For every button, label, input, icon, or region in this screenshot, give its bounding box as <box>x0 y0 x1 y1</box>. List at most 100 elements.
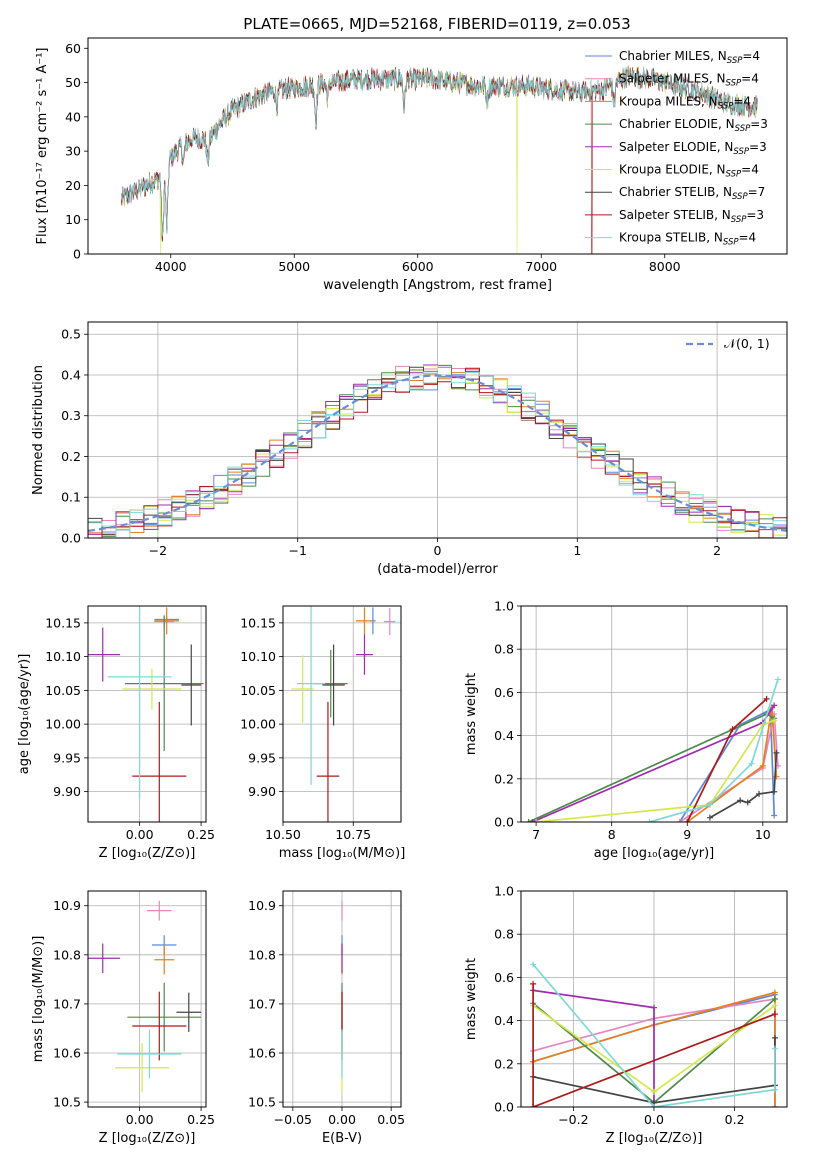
plot-area <box>525 676 781 822</box>
legend-label: Kroupa ELODIE, NSSP=4 <box>619 163 759 180</box>
y-tick-label: 0.2 <box>494 771 514 786</box>
weight-marker <box>651 1088 657 1095</box>
y-tick-label: 10.8 <box>248 947 276 962</box>
y-tick-label: 0.8 <box>494 927 514 942</box>
axes-frame <box>87 321 788 539</box>
y-tick-label: 0 <box>73 247 81 262</box>
figure-title: PLATE=0665, MJD=52168, FIBERID=0119, z=0… <box>243 15 630 33</box>
y-tick-label: 9.95 <box>53 750 81 765</box>
legend-label: Chabrier ELODIE, NSSP=3 <box>619 117 768 134</box>
weight-marker <box>771 1104 778 1107</box>
plot-area <box>88 606 204 822</box>
weight-line-7 <box>532 983 776 1107</box>
weight-marker <box>756 790 763 797</box>
weight-marker <box>706 814 713 821</box>
y-tick-label: 10.6 <box>53 1046 81 1061</box>
weight-line-8 <box>532 963 776 1107</box>
legend-label: Kroupa MILES, NSSP=4 <box>619 94 751 111</box>
x-tick-label: −0.2 <box>558 1112 588 1127</box>
y-tick-label: 0.0 <box>494 1100 514 1115</box>
x-axis-label: (data-model)/error <box>377 562 498 577</box>
x-tick-label: −1 <box>288 543 306 558</box>
axes-frame <box>87 37 788 255</box>
y-tick-label: 0.2 <box>61 449 81 464</box>
x-axis-label: E(B-V) <box>322 1131 362 1146</box>
weight-line-5 <box>536 719 775 822</box>
weight-marker <box>676 819 683 822</box>
weight-marker <box>651 1004 657 1011</box>
weight-marker <box>729 726 736 733</box>
x-tick-label: 10 <box>755 827 771 842</box>
x-tick-label: 0.2 <box>725 1112 745 1127</box>
y-tick-label: 10.5 <box>248 1095 276 1110</box>
y-tick-label: 0.5 <box>61 327 81 342</box>
y-tick-label: 10.00 <box>240 717 276 732</box>
y-tick-label: 10.6 <box>248 1046 276 1061</box>
y-tick-label: 0.4 <box>61 367 81 382</box>
x-tick-label: 7000 <box>525 259 557 274</box>
legend-label: Salpeter STELIB, NSSP=3 <box>619 208 764 225</box>
x-tick-label: 6000 <box>402 259 434 274</box>
plot-area <box>88 900 202 1093</box>
x-axis-label: Z [log₁₀(Z/Z⊙)] <box>99 846 196 861</box>
axes-frame <box>282 890 402 1108</box>
x-tick-label: −0.05 <box>274 1112 312 1127</box>
weight-marker <box>530 980 537 987</box>
plot-area <box>291 606 396 822</box>
weight-marker <box>774 676 781 683</box>
x-tick-label: 10.75 <box>335 827 371 842</box>
y-axis-label: Normed distribution <box>31 365 46 495</box>
y-tick-label: 10.9 <box>53 898 81 913</box>
weight-marker <box>530 961 537 968</box>
y-tick-label: 0.6 <box>494 685 514 700</box>
y-tick-label: 60 <box>65 41 81 56</box>
y-tick-label: 10.00 <box>45 717 81 732</box>
x-axis-label: age [log₁₀(age/yr)] <box>594 846 715 861</box>
weight-marker <box>773 749 780 756</box>
y-tick-label: 0.0 <box>61 531 81 546</box>
x-tick-label: 0.05 <box>377 1112 405 1127</box>
x-tick-label: 1 <box>573 543 581 558</box>
y-tick-label: 30 <box>65 144 81 159</box>
y-tick-label: 50 <box>65 75 81 90</box>
weight-marker <box>533 819 540 822</box>
x-tick-label: −2 <box>149 543 167 558</box>
x-tick-label: 0.00 <box>328 1112 356 1127</box>
x-tick-label: 0.00 <box>126 1112 154 1127</box>
y-tick-label: 9.90 <box>53 784 81 799</box>
x-tick-label: 10.50 <box>265 827 301 842</box>
weight-marker <box>646 819 653 822</box>
y-axis-label: mass [log₁₀(M/M⊙)] <box>31 936 46 1063</box>
x-tick-label: 0.25 <box>187 827 215 842</box>
y-tick-label: 20 <box>65 178 81 193</box>
plot-area <box>88 364 787 538</box>
panel-mass_age: 10.50 10.75 9.90 9.95 10.00 10.05 10.10 10.15 ma… <box>240 605 405 861</box>
legend-label: Salpeter MILES, NSSP=4 <box>619 72 759 89</box>
plot-area <box>121 65 758 254</box>
y-tick-label: 0.3 <box>61 408 81 423</box>
axes-frame <box>520 890 788 1108</box>
axes-frame <box>282 605 402 823</box>
panel-z_mass: 0.00 0.25 10.5 10.6 10.7 10.8 10.9 Z [log₁₀(Z/Z… <box>31 890 215 1146</box>
legend-label: 𝒩(0, 1) <box>724 336 770 351</box>
panel-z_weight: −0.2 0.0 0.2 0.0 0.2 0.4 0.6 0.8 1.0 Z [log₁₀(Z/Z… <box>464 884 788 1146</box>
axes-frame <box>520 605 788 823</box>
x-tick-label: 0.00 <box>126 827 154 842</box>
panel-residuals: −2 −1 0 1 2 0.0 0.1 0.2 0.3 0.4 0.5 (data-model)/er… <box>31 321 788 577</box>
x-tick-label: 0.25 <box>187 1112 215 1127</box>
weight-marker <box>771 717 778 724</box>
weight-marker <box>771 812 778 819</box>
weight-marker <box>771 1045 778 1052</box>
axes-frame <box>87 890 207 1108</box>
x-axis-label: wavelength [Angstrom, rest frame] <box>323 278 552 293</box>
x-tick-label: 7 <box>532 827 540 842</box>
y-tick-label: 40 <box>65 109 81 124</box>
y-tick-label: 9.95 <box>248 750 276 765</box>
y-axis-label: mass weight <box>464 673 479 755</box>
weight-line-1 <box>679 713 779 822</box>
y-tick-label: 10.5 <box>53 1095 81 1110</box>
y-axis-label: Flux [fλ10⁻¹⁷ erg cm⁻² s⁻¹ A⁻¹] <box>35 48 50 245</box>
y-tick-label: 0.4 <box>494 1013 514 1028</box>
panel-ebv_mass: −0.05 0.00 0.05 10.5 10.6 10.7 10.8 10.9 E(B-V) <box>248 890 405 1146</box>
x-axis-label: Z [log₁₀(Z/Z⊙)] <box>606 1131 703 1146</box>
